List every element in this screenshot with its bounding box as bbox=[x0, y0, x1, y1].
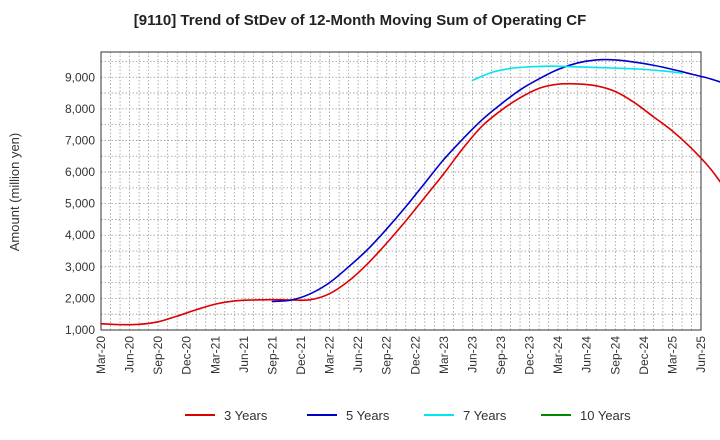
series-line-7-years bbox=[471, 65, 683, 82]
x-tick-label: Mar-25 bbox=[665, 336, 679, 374]
x-tick-label: Dec-23 bbox=[523, 336, 537, 375]
x-tick-label: Jun-20 bbox=[123, 336, 137, 373]
series-line-3-years bbox=[100, 82, 720, 326]
y-tick-label: 5,000 bbox=[65, 197, 95, 211]
x-tick-label: Dec-22 bbox=[408, 336, 422, 375]
x-tick-label: Mar-21 bbox=[208, 336, 222, 374]
x-tick-label: Sep-21 bbox=[265, 336, 279, 375]
chart-title: [9110] Trend of StDev of 12-Month Moving… bbox=[134, 12, 587, 29]
x-tick-label: Jun-23 bbox=[465, 336, 479, 373]
y-tick-label: 9,000 bbox=[65, 70, 95, 84]
legend-label: 10 Years bbox=[580, 408, 631, 423]
series-line-5-years bbox=[271, 58, 720, 303]
plot-background bbox=[101, 52, 701, 330]
x-tick-label: Dec-24 bbox=[637, 336, 651, 375]
x-tick-label: Sep-20 bbox=[151, 336, 165, 375]
x-tick-label: Jun-24 bbox=[580, 336, 594, 373]
x-tick-label: Mar-20 bbox=[94, 336, 108, 374]
y-tick-label: 3,000 bbox=[65, 260, 95, 274]
y-tick-label: 6,000 bbox=[65, 165, 95, 179]
x-tick-label: Jun-25 bbox=[694, 336, 708, 373]
x-tick-label: Sep-23 bbox=[494, 336, 508, 375]
x-tick-label: Dec-21 bbox=[294, 336, 308, 375]
x-tick-label: Jun-21 bbox=[237, 336, 251, 373]
y-tick-label: 4,000 bbox=[65, 228, 95, 242]
x-tick-label: Sep-24 bbox=[608, 336, 622, 375]
x-tick-label: Mar-22 bbox=[323, 336, 337, 374]
x-tick-label: Mar-24 bbox=[551, 336, 565, 374]
legend-label: 5 Years bbox=[346, 408, 390, 423]
x-tick-label: Dec-20 bbox=[180, 336, 194, 375]
legend-label: 3 Years bbox=[224, 408, 268, 423]
y-axis-label: Amount (million yen) bbox=[7, 133, 22, 252]
plot-area: 1,000 2,000 3,000 4,000 5,000 6,000 7,000 8,000… bbox=[65, 51, 720, 375]
plot-frame bbox=[100, 51, 702, 331]
legend: 3 Years 5 Years 7 Years 10 Years bbox=[185, 408, 631, 423]
y-tick-label: 2,000 bbox=[65, 291, 95, 305]
x-tick-label: Jun-22 bbox=[351, 336, 365, 373]
x-tick-label: Mar-23 bbox=[437, 336, 451, 374]
y-tick-label: 8,000 bbox=[65, 102, 95, 116]
legend-label: 7 Years bbox=[463, 408, 507, 423]
y-tick-label: 7,000 bbox=[65, 133, 95, 147]
y-tick-label: 1,000 bbox=[65, 323, 95, 337]
x-tick-label: Sep-22 bbox=[380, 336, 394, 375]
